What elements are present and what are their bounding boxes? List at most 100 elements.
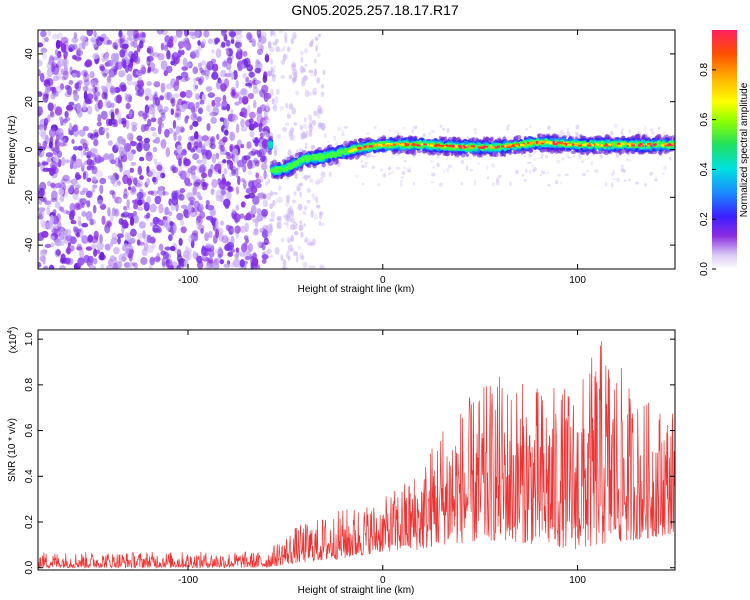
- spectrogram-noise-cell: [50, 190, 58, 201]
- spectrogram-faint-cell: [297, 245, 302, 251]
- spectrogram-faint-cell: [567, 156, 572, 159]
- spectrogram-noise-cell: [247, 170, 253, 176]
- spectrogram-noise-cell: [232, 148, 239, 156]
- spectrogram-faint-cell: [300, 231, 304, 238]
- spectrogram-noise-cell: [38, 187, 45, 197]
- spectrogram-noise-cell: [106, 264, 114, 269]
- spectrogram-noise-cell: [117, 180, 121, 186]
- spectrogram-faint-cell: [371, 165, 376, 170]
- spectrogram-noise-cell: [81, 40, 86, 50]
- spectrogram-noise-cell: [46, 82, 52, 92]
- spectrogram-noise-cell: [99, 251, 105, 261]
- spectrogram-noise-cell: [38, 207, 46, 212]
- spectrogram-noise-cell: [239, 251, 246, 258]
- spectrogram-faint-cell: [446, 167, 450, 173]
- spectrogram-faint-cell: [291, 63, 296, 72]
- spectrogram-noise-cell: [61, 76, 66, 81]
- spectrogram-noise-cell: [178, 158, 182, 167]
- spectrogram-noise-cell: [238, 96, 243, 104]
- spectrogram-faint-cell: [533, 150, 536, 155]
- spectrogram-noise-cell: [146, 244, 154, 253]
- spectrogram-noise-cell: [215, 228, 220, 239]
- spectrogram-noise-cell: [256, 30, 262, 39]
- spectrogram-noise-cell: [56, 213, 61, 222]
- spectrogram-noise-cell: [219, 179, 226, 190]
- spectrogram-noise-cell: [178, 165, 183, 175]
- spectrogram-faint-cell: [309, 40, 314, 47]
- spectrogram-noise-cell: [188, 233, 194, 244]
- spectrogram-noise-cell: [132, 214, 140, 224]
- spectrogram-faint-cell: [628, 129, 632, 134]
- spectrogram-noise-cell: [128, 110, 133, 119]
- spectrogram-faint-cell: [615, 154, 619, 159]
- spectrogram-ridge-cell: [603, 149, 609, 156]
- spectrogram-faint-cell: [380, 168, 384, 172]
- spectrogram-faint-cell: [545, 154, 548, 159]
- spectrogram-faint-cell: [313, 110, 319, 116]
- spectrogram-noise-cell: [66, 228, 72, 237]
- spectrogram-noise-cell: [78, 129, 86, 137]
- spectrogram-noise-cell: [201, 154, 207, 165]
- spectrogram-faint-cell: [300, 134, 304, 140]
- spectrogram-noise-cell: [47, 180, 52, 187]
- spectrogram-faint-cell: [533, 166, 537, 172]
- spectrogram-noise-cell: [44, 36, 49, 43]
- spectrogram-noise-cell: [135, 91, 143, 97]
- spectrogram-faint-cell: [561, 157, 565, 161]
- spectrogram-faint-cell: [295, 255, 299, 263]
- spectrogram-noise-cell: [256, 88, 260, 93]
- spectrogram-noise-cell: [91, 188, 96, 193]
- spectrogram-faint-cell: [364, 165, 368, 168]
- spectrogram-ridge-cell: [331, 157, 335, 162]
- spectrogram-noise-cell: [143, 141, 150, 152]
- spectrogram-faint-cell: [287, 207, 293, 215]
- spectrogram-noise-cell: [90, 79, 97, 87]
- spectrogram-noise-cell: [255, 178, 262, 184]
- spectrogram-faint-cell: [290, 234, 294, 242]
- spectrogram-noise-cell: [240, 118, 245, 128]
- spectrogram-noise-cell: [214, 38, 219, 45]
- spectrogram-faint-cell: [340, 133, 345, 136]
- spectrogram-noise-cell: [146, 118, 152, 127]
- spectrogram-noise-cell: [95, 170, 104, 178]
- spectrogram-faint-cell: [486, 176, 490, 180]
- spectrogram-noise-cell: [51, 33, 59, 40]
- spectrogram-noise-cell: [82, 171, 87, 180]
- spectrogram-noise-cell: [179, 188, 186, 194]
- spectrogram-faint-cell: [319, 264, 325, 269]
- spectrogram-noise-cell: [203, 30, 210, 38]
- spectrogram-noise-cell: [257, 39, 263, 50]
- spectrogram-noise-cell: [236, 166, 241, 171]
- spectrogram-noise-cell: [224, 129, 229, 136]
- spectrogram-noise-cell: [157, 104, 164, 113]
- spectrogram-noise-cell: [57, 150, 63, 158]
- spectrogram-noise-cell: [106, 75, 112, 84]
- spectrogram-noise-cell: [226, 103, 231, 112]
- spectrogram-noise-cell: [43, 122, 47, 131]
- spectrogram-noise-cell: [180, 127, 185, 133]
- spectrogram-noise-cell: [264, 53, 270, 63]
- spectrogram-faint-cell: [308, 264, 313, 269]
- spectrogram-noise-cell: [211, 71, 219, 80]
- spectrogram-noise-cell: [149, 107, 156, 115]
- spectrogram-noise-cell: [50, 147, 55, 152]
- spectrogram-noise-cell: [234, 101, 240, 106]
- spectrogram-noise-cell: [91, 176, 97, 183]
- spectrogram-noise-cell: [82, 85, 89, 92]
- spectrogram-noise-cell: [153, 158, 158, 165]
- spectrogram-faint-cell: [371, 155, 376, 158]
- spectrogram-noise-cell: [117, 159, 123, 169]
- spectrogram-faint-cell: [297, 203, 303, 211]
- spectrogram-noise-cell: [262, 199, 269, 208]
- spectrogram-faint-cell: [651, 131, 655, 135]
- spectrogram-noise-cell: [182, 250, 190, 259]
- spectrogram-noise-cell: [208, 111, 217, 118]
- spectrogram-noise-cell: [219, 117, 225, 122]
- spectrogram-noise-cell: [104, 99, 112, 108]
- spectrogram-faint-cell: [310, 72, 314, 78]
- spectrogram-noise-cell: [126, 199, 130, 208]
- spectrogram-noise-cell: [128, 95, 133, 103]
- spectrogram-faint-cell: [318, 211, 323, 220]
- spectrogram-noise-cell: [172, 93, 181, 98]
- spectrogram-noise-cell: [225, 181, 231, 187]
